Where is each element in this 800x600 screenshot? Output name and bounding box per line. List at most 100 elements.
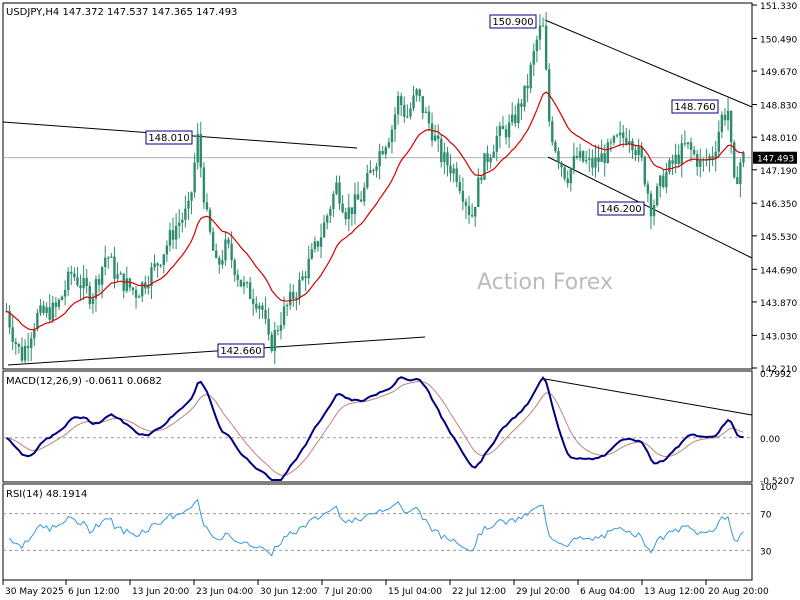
time-tick-label: 20 Aug 20:00: [708, 587, 769, 597]
candle-body: [554, 142, 557, 152]
candle-body: [205, 202, 209, 210]
candle-body: [264, 309, 267, 319]
time-tick-label: 6 Jun 12:00: [68, 587, 120, 597]
candle-body: [248, 282, 252, 299]
candle-body: [289, 291, 292, 305]
rsi-panel: [2, 483, 753, 581]
candle-body: [514, 114, 517, 124]
price-label-box: [489, 14, 537, 29]
candle-body: [137, 296, 141, 298]
candle-body: [199, 134, 202, 168]
time-tick-label: 13 Jun 20:00: [132, 587, 189, 597]
candle-body: [668, 160, 671, 173]
candle-body: [304, 276, 307, 279]
candle-body: [261, 305, 264, 310]
candle-body: [196, 134, 199, 163]
candle-body: [273, 330, 276, 351]
candle-body: [689, 142, 693, 150]
macd-series: 0.7992 0.00 -0.5207: [3, 370, 795, 487]
macd-panel: [2, 370, 753, 483]
candle-body: [267, 318, 270, 335]
candle-body: [218, 258, 221, 265]
candle-body: [14, 341, 17, 344]
candle-body: [489, 157, 492, 163]
candle-body: [329, 209, 332, 216]
candle-body: [520, 103, 523, 107]
candle-body: [393, 114, 397, 130]
candle-body: [538, 25, 542, 40]
candle-body: [54, 302, 58, 307]
candle-body: [640, 146, 643, 157]
candle-body: [298, 279, 301, 298]
candle-body: [215, 250, 218, 259]
candle-body: [375, 166, 378, 171]
candle-body: [622, 132, 625, 139]
time-tick-label: 29 Jul 20:00: [516, 587, 570, 597]
candle-body: [396, 96, 400, 115]
candle-body: [33, 328, 36, 339]
candle-body: [347, 207, 350, 220]
candle-body: [221, 260, 224, 265]
candle-body: [326, 215, 329, 223]
candle-body: [174, 225, 178, 240]
candle-body: [511, 114, 514, 123]
price-tick-label: 148.830: [760, 102, 797, 112]
candle-body: [726, 110, 730, 121]
current-price-box: [753, 151, 797, 164]
candle-body: [464, 201, 468, 206]
candle-body: [82, 277, 85, 289]
price-label-box: [671, 99, 719, 114]
candle-body: [649, 193, 653, 217]
candle-body: [113, 256, 116, 279]
candle-body: [643, 156, 646, 185]
macd-signal-line: [6, 380, 744, 476]
candle-body: [255, 303, 258, 309]
candle-body: [57, 299, 61, 307]
candle-body: [39, 305, 42, 313]
ema-line: [6, 91, 744, 331]
candle-body: [116, 274, 119, 279]
candle-body: [588, 158, 591, 160]
candle-body: [711, 156, 714, 159]
candle-body: [131, 287, 135, 291]
candle-body: [23, 345, 27, 361]
candle-body: [615, 135, 619, 137]
candle-body: [659, 175, 662, 187]
candle-body: [430, 123, 434, 141]
candle-body: [359, 199, 363, 202]
price-label: 146.200: [600, 204, 641, 215]
candle-body: [141, 282, 144, 297]
candle-body: [313, 241, 317, 250]
candle-body: [366, 173, 369, 188]
price-label-box: [145, 130, 193, 145]
candle-body: [560, 162, 563, 168]
candle-body: [85, 277, 88, 287]
candle-body: [100, 267, 104, 285]
candle-body: [733, 142, 736, 178]
candle-body: [671, 160, 674, 164]
candle-body: [48, 307, 51, 320]
candle-body: [335, 182, 338, 195]
candle-body: [446, 152, 449, 166]
price-tick-label: 143.030: [760, 332, 797, 342]
candle-body: [714, 151, 717, 159]
candle-body: [285, 304, 289, 307]
time-tick-label: 6 Aug 04:00: [580, 587, 635, 597]
candle-body: [76, 277, 79, 286]
candle-body: [400, 96, 403, 106]
candle-body: [242, 282, 246, 287]
candle-body: [594, 157, 597, 168]
trendline: [7, 336, 426, 366]
candle-body: [338, 182, 341, 204]
candle-body: [178, 222, 181, 226]
candle-body: [94, 279, 98, 299]
candle-body: [292, 291, 295, 299]
candle-body: [282, 306, 286, 325]
candle-body: [480, 177, 483, 180]
macd-title: MACD(12,26,9) -0.0611 0.0682: [6, 376, 162, 387]
candle-body: [60, 296, 64, 300]
rsi-line: [9, 498, 744, 557]
time-tick-label: 30 May 2025: [5, 587, 64, 597]
candle-body: [322, 222, 326, 238]
macd-tick-label: 0.7992: [760, 370, 792, 380]
